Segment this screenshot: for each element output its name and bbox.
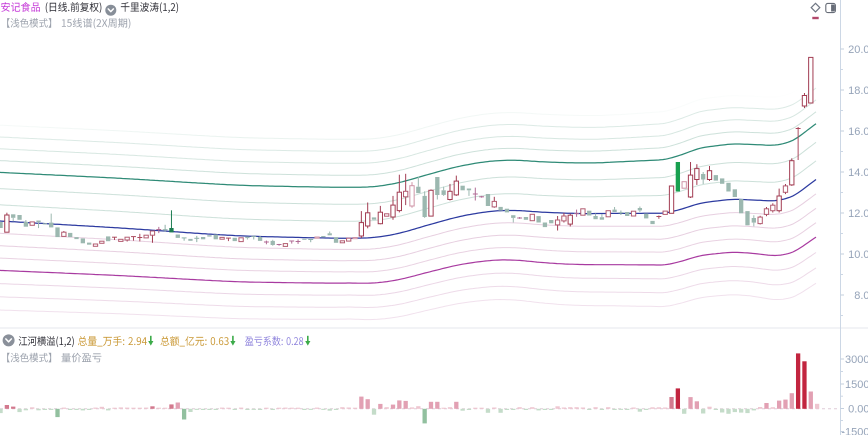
- svg-text:-1500: -1500: [841, 426, 868, 435]
- svg-text:10.0: 10.0: [848, 249, 868, 261]
- svg-text:14.0: 14.0: [848, 167, 868, 179]
- svg-text:16.0: 16.0: [848, 126, 868, 138]
- svg-text:20.0: 20.0: [848, 44, 868, 56]
- svg-text:0.00: 0.00: [848, 403, 868, 415]
- svg-text:1500: 1500: [845, 379, 868, 391]
- svg-text:3000: 3000: [845, 354, 868, 366]
- svg-text:12.0: 12.0: [848, 208, 868, 220]
- svg-text:8.0: 8.0: [854, 290, 868, 302]
- svg-text:18.0: 18.0: [848, 85, 868, 97]
